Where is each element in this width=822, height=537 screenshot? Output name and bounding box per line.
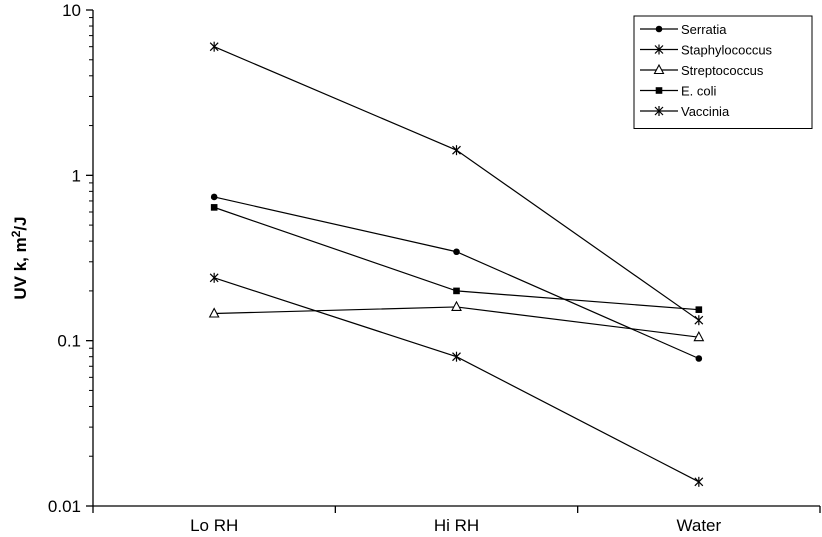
legend-item: Streptococcus bbox=[640, 63, 764, 78]
legend-label: Serratia bbox=[681, 22, 727, 37]
data-point bbox=[451, 300, 462, 311]
legend-item: Staphylococcus bbox=[640, 43, 773, 58]
data-point bbox=[695, 306, 703, 313]
data-point bbox=[453, 248, 460, 256]
y-tick-label: 1 bbox=[72, 166, 81, 185]
data-point bbox=[693, 330, 705, 342]
y-tick-label: 10 bbox=[62, 1, 81, 20]
y-axis-title: UV k, m2/J bbox=[9, 216, 30, 299]
series-serratia bbox=[210, 193, 703, 362]
y-tick-label: 0.1 bbox=[57, 332, 81, 351]
legend-item: Vaccinia bbox=[640, 104, 730, 119]
series-line bbox=[213, 46, 700, 321]
x-tick-label: Hi RH bbox=[434, 516, 479, 535]
series-e-coli bbox=[210, 204, 703, 313]
legend-marker bbox=[654, 106, 664, 116]
series-staphylococcus bbox=[209, 272, 704, 487]
x-tick-label: Lo RH bbox=[190, 516, 238, 535]
series-vaccinia bbox=[209, 41, 704, 326]
data-point bbox=[694, 315, 704, 326]
data-point bbox=[208, 307, 220, 318]
data-point bbox=[210, 204, 218, 211]
legend-box bbox=[633, 15, 813, 129]
legend-label: Vaccinia bbox=[681, 104, 730, 119]
series-streptococcus bbox=[208, 300, 705, 342]
axes: 0.01 0.1 1 10 Lo RH Hi RH Water bbox=[48, 1, 821, 535]
data-point bbox=[210, 193, 218, 201]
legend-marker bbox=[653, 63, 665, 75]
series-layer bbox=[208, 41, 705, 487]
series-line bbox=[213, 206, 699, 311]
legend-marker bbox=[654, 44, 664, 55]
data-point bbox=[453, 287, 460, 295]
data-point bbox=[452, 351, 461, 362]
y-tick-label: 0.01 bbox=[48, 497, 81, 516]
legend-marker bbox=[655, 25, 663, 33]
legend-marker bbox=[655, 87, 663, 94]
data-point bbox=[452, 145, 461, 156]
series-line bbox=[214, 306, 699, 338]
legend-label: Staphylococcus bbox=[681, 43, 773, 58]
x-tick-label: Water bbox=[676, 516, 721, 535]
legend-item: E. coli bbox=[640, 84, 717, 99]
data-point bbox=[694, 476, 704, 487]
legend-label: E. coli bbox=[681, 84, 717, 99]
series-line bbox=[214, 196, 700, 360]
data-point bbox=[209, 41, 219, 52]
legend-item: Serratia bbox=[640, 22, 727, 37]
data-point bbox=[695, 355, 703, 362]
legend-label: Streptococcus bbox=[681, 63, 764, 78]
data-point bbox=[209, 272, 219, 283]
legend: Serratia Staphylococcus Streptococcus E. co… bbox=[633, 15, 813, 129]
